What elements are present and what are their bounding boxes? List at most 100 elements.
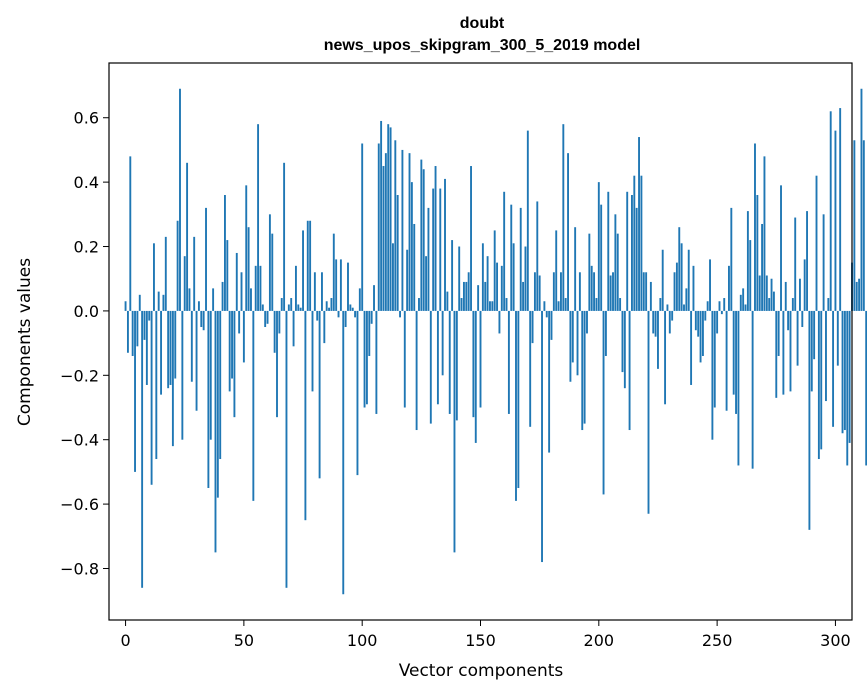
bar [666,304,669,311]
bar [661,249,664,311]
bar [467,272,470,311]
bar [817,310,820,460]
bar [294,265,297,311]
bar [640,175,643,311]
bar [245,185,248,311]
bar [332,233,335,311]
bar [536,201,539,311]
bar [836,310,839,366]
bar [751,310,754,469]
bar [678,227,681,311]
bar [704,310,707,321]
bar [609,275,612,311]
bar [590,265,593,311]
bar [728,265,730,311]
bar [131,310,134,356]
bar [623,310,626,389]
bar [493,230,496,311]
bar [557,301,560,311]
bar [231,310,233,379]
bar [510,204,513,311]
x-tick-label: 300 [820,631,851,650]
y-tick-label: −0.6 [60,495,99,514]
bar [176,220,179,311]
bar [647,310,650,514]
bar [801,310,804,328]
bar [347,262,349,311]
bar [803,259,806,311]
bar [299,307,302,311]
bar [737,310,740,466]
bar [571,310,574,363]
bar [202,310,205,331]
bar [602,310,605,495]
bar [619,298,622,311]
bar [183,256,186,311]
bar [410,182,413,311]
bar [257,124,260,311]
bar [214,310,217,553]
bar [290,298,293,311]
bar [470,166,472,311]
x-tick-label: 200 [584,631,615,650]
bar [448,310,451,414]
bar [697,310,700,337]
bar [382,166,385,311]
bar [588,233,591,311]
bar [699,310,702,363]
bar [429,310,432,424]
bar [408,153,411,311]
bar [181,310,184,440]
y-tick-label: −0.4 [60,431,99,450]
bar [810,310,813,392]
bar [668,310,671,334]
bar [690,310,693,385]
bar [479,310,482,408]
bar [578,272,581,311]
bar [841,310,844,434]
bar [418,298,420,311]
bar [264,310,267,328]
bar [756,195,759,311]
bar [595,298,598,311]
bar [694,310,697,331]
bar [205,207,207,311]
bar [569,310,572,382]
bar [664,310,667,405]
bar [515,310,517,501]
bar [415,310,418,431]
bar [616,233,619,311]
bar [858,278,861,311]
bar [325,301,328,311]
bar [725,310,728,411]
bar [318,310,321,479]
y-axis-label: Components values [15,258,35,426]
bar [638,137,640,311]
bar [392,243,394,311]
bar [465,281,468,311]
bar [529,310,532,427]
bar [680,243,683,311]
bar [455,310,458,421]
bar [645,272,648,311]
bar [283,162,286,311]
bar [716,310,719,334]
bar [259,265,262,311]
bar [179,88,181,311]
bar [145,310,148,385]
y-tick-label: −0.2 [60,366,99,385]
bar [271,233,274,311]
bar [633,175,636,311]
bar [526,130,529,311]
bar [675,262,678,311]
bar [635,207,638,311]
bar [789,310,792,392]
bar [848,310,851,443]
bar [813,310,816,360]
bar [356,310,359,476]
bar [718,301,721,311]
bar [394,140,397,311]
bar [730,207,733,311]
bar [607,191,610,311]
bar [268,214,271,311]
